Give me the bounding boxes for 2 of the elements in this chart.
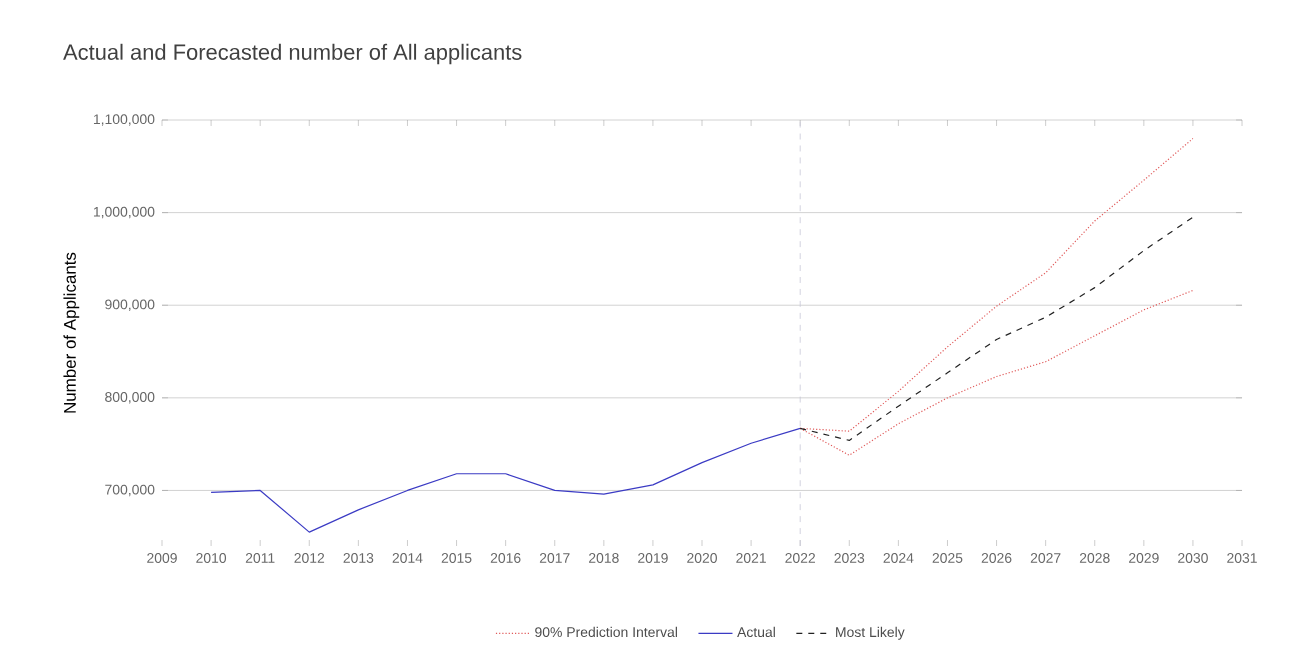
y-axis-title: Number of Applicants	[63, 252, 80, 413]
chart-title: Actual and Forecasted number of All applicants	[63, 43, 522, 65]
